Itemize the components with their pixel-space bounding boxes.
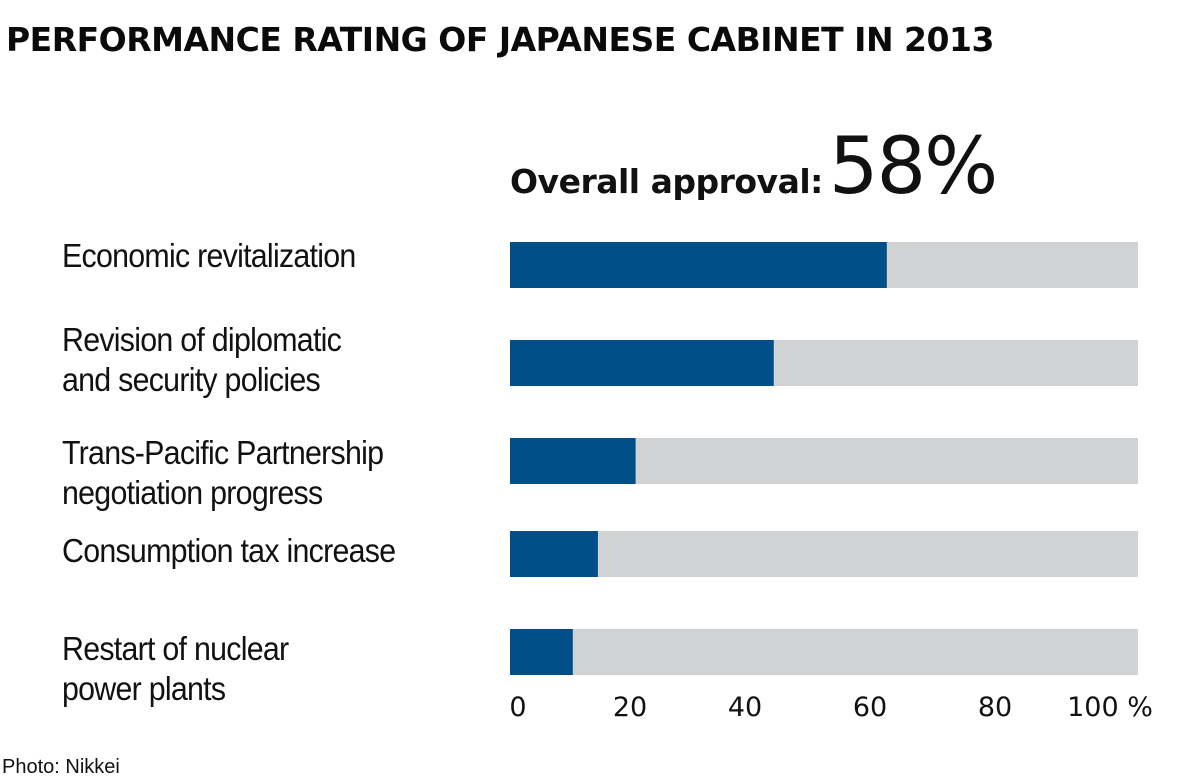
category-label: Restart of nuclear power plants	[62, 629, 289, 709]
category-label-line: Restart of nuclear	[62, 630, 289, 667]
tick-label: 20	[613, 692, 647, 723]
tick-label: 60	[853, 692, 887, 723]
category-label: Trans-Pacific Partnership negotiation pro…	[62, 433, 384, 513]
category-label: Consumption tax increase	[62, 531, 396, 571]
chart-title: PERFORMANCE RATING OF JAPANESE CABINET I…	[6, 20, 994, 59]
bar	[510, 629, 573, 675]
tick-label: 80	[978, 692, 1012, 723]
category-label-line: negotiation progress	[62, 474, 323, 511]
bar	[510, 531, 598, 577]
bar	[510, 438, 636, 484]
category-label-line: Revision of diplomatic	[62, 321, 342, 358]
bar	[510, 242, 887, 288]
category-label-line: Economic revitalization	[62, 237, 356, 274]
tick-label: 40	[728, 692, 762, 723]
category-label-line: power plants	[62, 670, 226, 707]
category-label: Economic revitalization	[62, 236, 356, 276]
category-label-line: Consumption tax increase	[62, 532, 396, 569]
category-label-line: and security policies	[62, 361, 321, 398]
overall-approval-label: Overall approval:	[510, 162, 823, 201]
bar	[510, 340, 774, 386]
tick-label: 0	[509, 692, 526, 723]
category-label: Revision of diplomatic and security polic…	[62, 320, 342, 400]
category-label-line: Trans-Pacific Partnership	[62, 434, 384, 471]
bar-track	[510, 629, 1138, 675]
bar-track	[510, 531, 1138, 577]
overall-approval: Overall approval:58%	[510, 128, 998, 206]
overall-approval-value: 58%	[828, 122, 998, 212]
tick-label: 100 %	[1067, 692, 1153, 723]
photo-credit: Photo: Nikkei	[2, 756, 120, 778]
